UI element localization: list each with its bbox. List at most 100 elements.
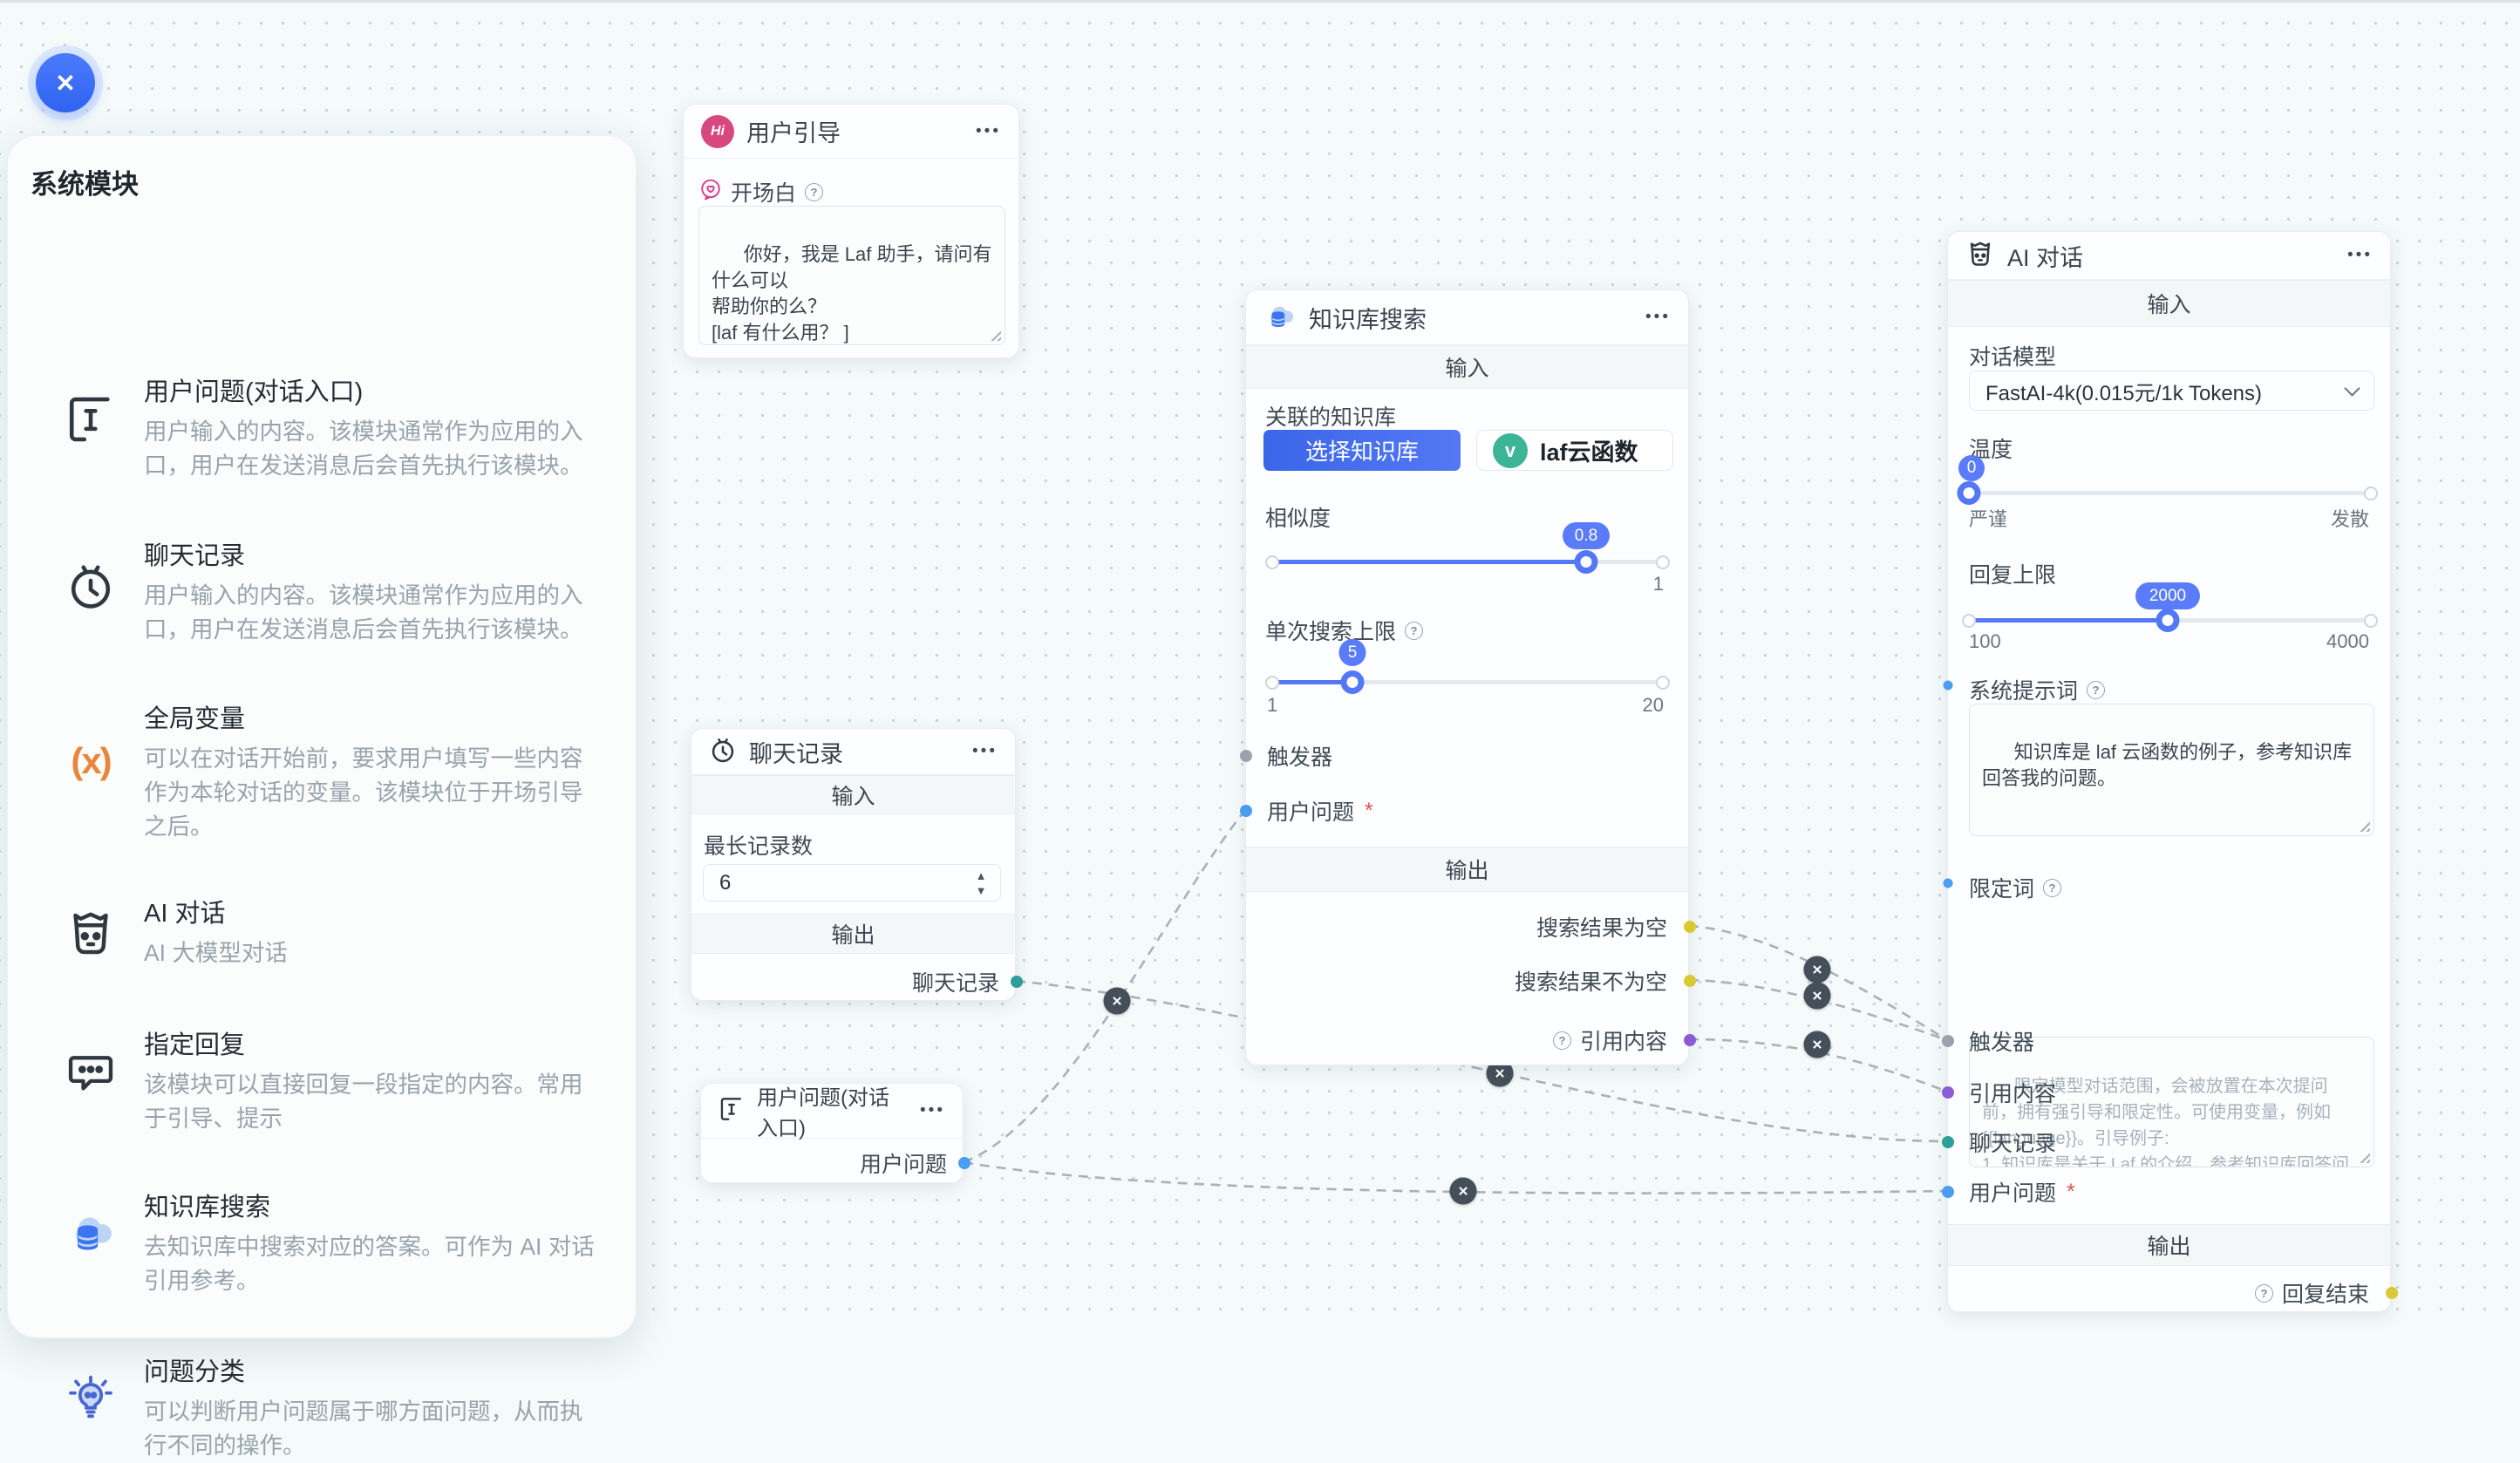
delete-connection-button[interactable]: ✕ [1803, 982, 1831, 1010]
history-clock-icon [57, 560, 125, 616]
node-menu-button[interactable]: ••• [972, 742, 998, 760]
sidebar-item-user-question[interactable]: 用户问题(对话入口) 用户输入的内容。该模块通常作为应用的入口，用户在发送消息后… [44, 371, 603, 483]
max-tokens-label: 回复上限 [1969, 563, 2057, 588]
port-question-in[interactable] [1942, 1186, 1954, 1198]
max-tokens-value-badge: 2000 [2135, 582, 2200, 609]
dataset-tag[interactable]: v laf云函数 [1476, 430, 1673, 471]
similarity-slider-knob[interactable] [1574, 550, 1598, 574]
sidebar-item-title: 聊天记录 [144, 542, 246, 570]
help-icon: ? [2254, 1283, 2273, 1303]
limit-prompt-textarea[interactable]: 限定模型对话范围，会被放置在本次提问前，拥有强引导和限定性。可使用变量，例如 {… [1969, 1037, 2374, 1167]
node-menu-button[interactable]: ••• [2347, 246, 2373, 264]
history-output-label: 聊天记录 [911, 971, 999, 996]
sidebar-item-ai-chat[interactable]: AI 对话 AI 大模型对话 [44, 893, 603, 970]
resize-handle-icon[interactable] [2357, 819, 2370, 832]
port-trigger-in[interactable] [1240, 750, 1252, 762]
max-tokens-max: 4000 [2326, 630, 2369, 652]
node-header[interactable]: 聊天记录 ••• [691, 729, 1015, 775]
similarity-slider[interactable] [1265, 550, 1670, 574]
node-header[interactable]: AI 对话 ••• [1948, 232, 2390, 280]
port-result-not-empty-out[interactable] [1684, 975, 1696, 987]
similarity-value-badge: 0.8 [1563, 522, 1610, 549]
delete-connection-button[interactable]: ✕ [1103, 987, 1131, 1015]
placeholder-text: 限定模型对话范围，会被放置在本次提问前，拥有强引导和限定性。可使用变量，例如 {… [1982, 1077, 2350, 1167]
help-icon: ? [2087, 680, 2106, 699]
resize-handle-icon[interactable] [988, 328, 1001, 341]
resize-handle-icon[interactable] [2357, 1150, 2370, 1163]
sidebar-item-question-classify[interactable]: 问题分类 可以判断用户问题属于哪方面问题，从而执行不同的操作。 [44, 1351, 603, 1463]
sidebar-item-title: AI 对话 [144, 900, 226, 928]
system-prompt-label: 系统提示词 ? [1969, 674, 2106, 705]
delete-connection-button[interactable]: ✕ [1803, 956, 1831, 983]
node-title: 用户引导 [746, 120, 841, 146]
quote-output-label: ? 引用内容 [1552, 1024, 1667, 1056]
heart-bubble-icon [699, 178, 722, 207]
wire-user_question.out-to-ai_chat.in_question [963, 1160, 1948, 1194]
temperature-slider[interactable] [1957, 481, 2378, 505]
output-section-bar: 输出 [691, 914, 1015, 954]
sidebar-item-desc: 去知识库中搜索对应的答案。可作为 AI 对话引用参考。 [144, 1234, 595, 1294]
welcome-field-label: 开场白 ? [699, 176, 824, 208]
search-limit-min: 1 [1267, 694, 1278, 716]
sidebar-item-global-variable[interactable]: (x) 全局变量 可以在对话开始前，要求用户填写一些内容作为本轮对话的变量。该模… [44, 698, 603, 844]
temperature-max-label: 发散 [2330, 508, 2369, 530]
node-menu-button[interactable]: ••• [1645, 308, 1671, 326]
trigger-input-label: 触发器 [1267, 745, 1333, 770]
node-header[interactable]: Hi 用户引导 ••• [684, 105, 1018, 159]
node-chat-history: 聊天记录 ••• 输入 最长记录数 6 ▲ ▼ 输出 聊天记录 [691, 728, 1023, 1001]
number-stepper[interactable]: ▲ ▼ [962, 869, 1000, 897]
max-tokens-slider-knob[interactable] [2156, 609, 2180, 632]
node-header[interactable]: 知识库搜索 ••• [1246, 290, 1688, 345]
port-system-prompt-in[interactable] [1943, 680, 1953, 691]
stepper-up-icon: ▲ [975, 868, 987, 882]
sidebar-item-assigned-reply[interactable]: 指定回复 该模块可以直接回复一段指定的内容。常用于引导、提示 [44, 1024, 603, 1136]
model-label: 对话模型 [1969, 345, 2057, 370]
question-output-label: 用户问题 [859, 1153, 947, 1177]
system-prompt-textarea[interactable]: 知识库是 laf 云函数的例子，参考知识库回答我的问题。 [1969, 704, 2374, 836]
port-quote-out[interactable] [1684, 1034, 1696, 1046]
model-select[interactable]: FastAI-4k(0.015元/1k Tokens) [1969, 371, 2374, 411]
text-cursor-icon [719, 1095, 745, 1127]
select-dataset-button[interactable]: 选择知识库 [1263, 430, 1461, 471]
top-divider [0, 0, 2520, 3]
sidebar-item-chat-history[interactable]: 聊天记录 用户输入的内容。该模块通常作为应用的入口，用户在发送消息后会首先执行该… [44, 535, 603, 647]
input-section-bar: 输入 [1948, 280, 2390, 327]
search-limit-slider-knob[interactable] [1340, 670, 1365, 694]
port-history-in[interactable] [1942, 1136, 1954, 1148]
welcome-textarea[interactable]: 你好，我是 Laf 助手，请问有什么可以 帮助你的么？ [laf 有什么用？ ]… [698, 206, 1005, 345]
max-tokens-slider[interactable] [1962, 609, 2378, 632]
port-question-out[interactable] [958, 1157, 971, 1169]
port-history-out[interactable] [1011, 976, 1023, 988]
wire-chat_history.out-to-ai_chat.in_history [1015, 979, 1948, 1143]
port-result-empty-out[interactable] [1684, 921, 1696, 933]
help-icon: ? [2043, 878, 2062, 897]
node-header[interactable]: 用户问题(对话入口) ••• [701, 1084, 963, 1140]
search-limit-slider[interactable] [1265, 670, 1670, 694]
sidebar-title: 系统模块 [31, 169, 139, 200]
max-records-input[interactable]: 6 ▲ ▼ [703, 864, 1001, 902]
node-menu-button[interactable]: ••• [920, 1101, 945, 1119]
delete-connection-button[interactable]: ✕ [1803, 1031, 1831, 1058]
node-menu-button[interactable]: ••• [976, 121, 1001, 140]
sidebar-item-desc: 可以在对话开始前，要求用户填写一些内容作为本轮对话的变量。该模块位于开场引导之后… [144, 745, 583, 840]
close-button[interactable]: ✕ [36, 53, 95, 112]
sidebar-item-title: 指定回复 [144, 1031, 246, 1059]
sidebar-item-title: 用户问题(对话入口) [144, 378, 364, 406]
sidebar-item-desc: 用户输入的内容。该模块通常作为应用的入口，用户在发送消息后会首先执行该模块。 [144, 418, 583, 479]
port-answer-finish-out[interactable] [2386, 1287, 2398, 1299]
search-limit-value-badge: 5 [1338, 639, 1366, 666]
required-mark: * [2067, 1179, 2075, 1204]
question-input-label: 用户问题 * [1969, 1179, 2075, 1207]
robot-icon [57, 905, 125, 965]
dataset-label: 关联的知识库 [1265, 405, 1397, 430]
delete-connection-button[interactable]: ✕ [1449, 1177, 1477, 1205]
input-section-bar: 输入 [1246, 345, 1688, 389]
port-question-in[interactable] [1240, 805, 1252, 817]
port-trigger-in[interactable] [1942, 1035, 1954, 1047]
port-quote-in[interactable] [1942, 1086, 1954, 1099]
temperature-slider-knob[interactable] [1957, 481, 1981, 505]
port-limit-prompt-in[interactable] [1943, 878, 1953, 888]
sidebar-item-kb-search[interactable]: 知识库搜索 去知识库中搜索对应的答案。可作为 AI 对话引用参考。 [44, 1187, 603, 1298]
history-clock-icon [709, 736, 737, 768]
